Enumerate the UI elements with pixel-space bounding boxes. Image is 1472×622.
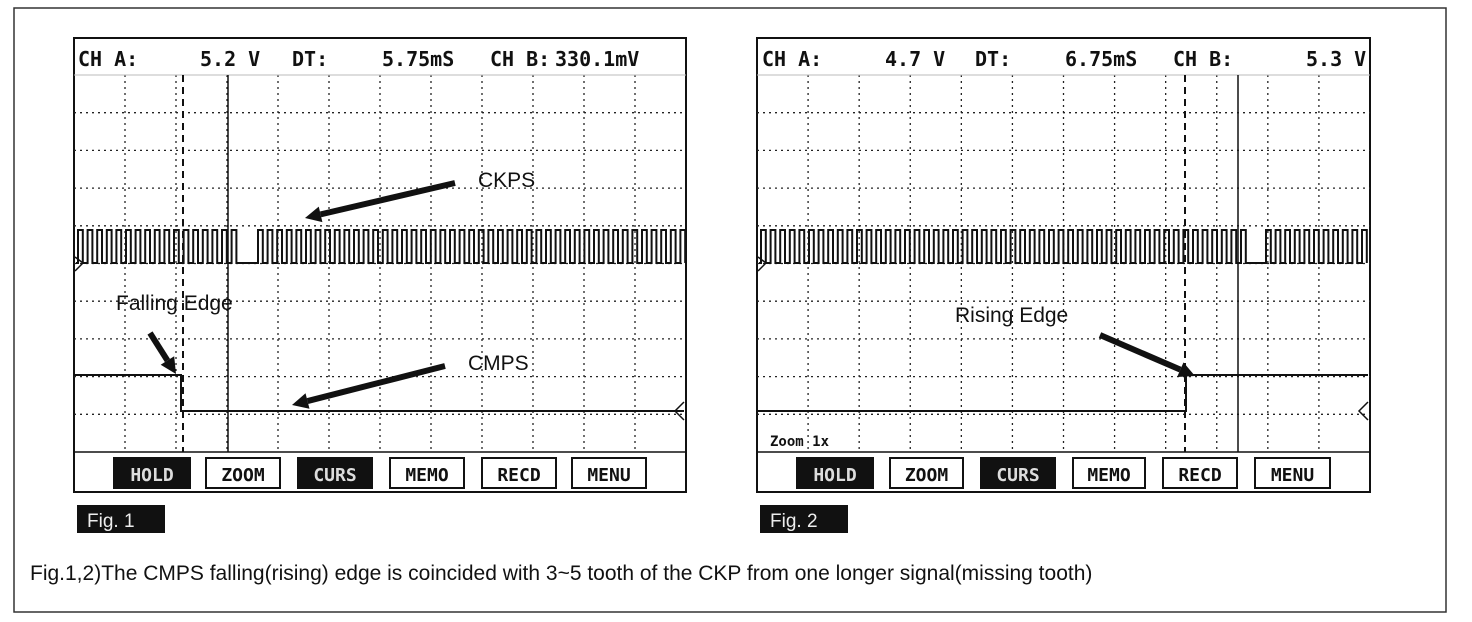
softkey [796, 457, 874, 489]
header-field: 4.7 V [885, 47, 945, 71]
softkey [1072, 457, 1146, 489]
softkey [571, 457, 647, 489]
arrow-shaft [306, 363, 446, 404]
softkey [205, 457, 281, 489]
softkey-label: HOLD [130, 465, 174, 486]
annotation: Rising Edge [955, 304, 1068, 327]
softkey [389, 457, 465, 489]
cmps-waveform [75, 374, 684, 412]
arrow-shaft [319, 180, 456, 218]
softkey-label: MENU [587, 465, 630, 486]
softkey-label: MEMO [1087, 465, 1131, 486]
channel-marker [1357, 401, 1369, 421]
softkey [1254, 457, 1331, 489]
arrow-shaft [1098, 332, 1182, 373]
softkey-label: RECD [497, 465, 541, 486]
softkey [1162, 457, 1238, 489]
arrow-shaft [147, 331, 170, 363]
scope-panel: CH A: 4.7 V DT: 6.75mS CH B: 5.3 V Rising Edge… [756, 37, 1371, 533]
softkey [889, 457, 964, 489]
annotation: Falling Edge [116, 292, 233, 315]
arrow-head [292, 393, 310, 409]
zoom-label: Zoom 1x [770, 434, 830, 450]
channel-marker [673, 401, 685, 421]
figure-label: Fig. 1 [87, 511, 135, 532]
ckps-waveform [759, 229, 1368, 264]
cmps-waveform [758, 374, 1368, 412]
softkey-label: ZOOM [221, 465, 265, 486]
header-field: CH B: [1173, 47, 1233, 71]
figure-label-bg [760, 505, 848, 533]
softkey-label: MEMO [405, 465, 449, 486]
header-field: DT: [292, 47, 328, 71]
header-field: CH B: [490, 47, 550, 71]
arrow-head [1177, 362, 1195, 378]
softkey-label: HOLD [813, 465, 857, 486]
header-field: 6.75mS [1065, 47, 1137, 71]
softkey-label: ZOOM [905, 465, 949, 486]
softkey [297, 457, 373, 489]
annotation: CMPS [468, 352, 529, 375]
header-field: CH A: [78, 47, 138, 71]
softkey-label: CURS [313, 465, 356, 486]
ckps-waveform [76, 229, 687, 264]
softkey [113, 457, 191, 489]
header-field: 5.2 V [200, 47, 260, 71]
arrow-head [305, 206, 323, 223]
figure-label-bg [77, 505, 165, 533]
scope-panel: CH A: 5.2 V DT: 5.75mS CH B: 330.1mV CKPS Falli… [73, 37, 687, 533]
header-field: 5.3 V [1306, 47, 1366, 71]
header-field: CH A: [762, 47, 822, 71]
header-field: 5.75mS [382, 47, 454, 71]
softkey [481, 457, 557, 489]
arrow-head [160, 356, 176, 374]
scope-screen [756, 37, 1371, 493]
softkey-label: MENU [1271, 465, 1314, 486]
channel-marker [757, 256, 768, 272]
channel-marker [74, 256, 85, 272]
annotation: CKPS [478, 169, 535, 192]
figure-label: Fig. 2 [770, 511, 818, 532]
softkey [980, 457, 1056, 489]
caption: Fig.1,2)The CMPS falling(rising) edge is… [30, 562, 1092, 585]
softkey-label: CURS [996, 465, 1039, 486]
softkey-label: RECD [1178, 465, 1222, 486]
header-field: DT: [975, 47, 1011, 71]
header-field: 330.1mV [555, 47, 639, 71]
scope-screen [73, 37, 687, 493]
